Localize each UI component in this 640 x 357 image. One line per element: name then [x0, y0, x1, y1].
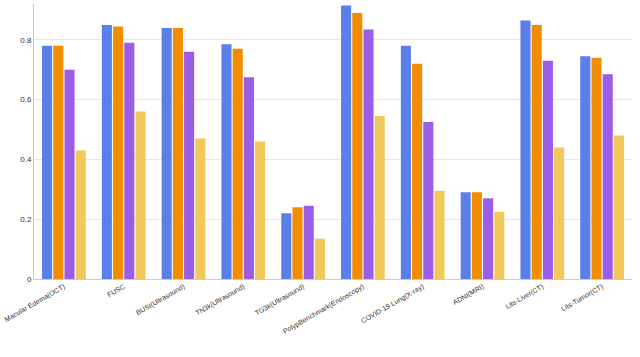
svg-text:BUSI(Ultrasound): BUSI(Ultrasound) — [135, 283, 187, 317]
svg-text:0.4: 0.4 — [20, 155, 32, 164]
svg-text:0.6: 0.6 — [20, 95, 32, 104]
svg-text:FUSC: FUSC — [106, 283, 126, 299]
svg-text:0: 0 — [27, 275, 32, 284]
svg-text:PolypBenchmark(Endoscopy): PolypBenchmark(Endoscopy) — [282, 283, 366, 336]
svg-text:Macular Edema(OCT): Macular Edema(OCT) — [3, 283, 66, 324]
svg-text:Lits-Tumor(CT): Lits-Tumor(CT) — [560, 283, 605, 314]
svg-text:0.8: 0.8 — [20, 36, 32, 45]
svg-text:COVID-19 Lung(X-ray): COVID-19 Lung(X-ray) — [360, 283, 426, 326]
svg-text:Lits-Liver(CT): Lits-Liver(CT) — [504, 283, 545, 311]
svg-text:TN3k(Ultrasound): TN3k(Ultrasound) — [194, 283, 246, 318]
svg-text:TG3k(Ultrasound): TG3k(Ultrasound) — [254, 283, 306, 318]
svg-text:ADNI(MRI): ADNI(MRI) — [452, 283, 486, 307]
svg-text:0.2: 0.2 — [20, 215, 32, 224]
